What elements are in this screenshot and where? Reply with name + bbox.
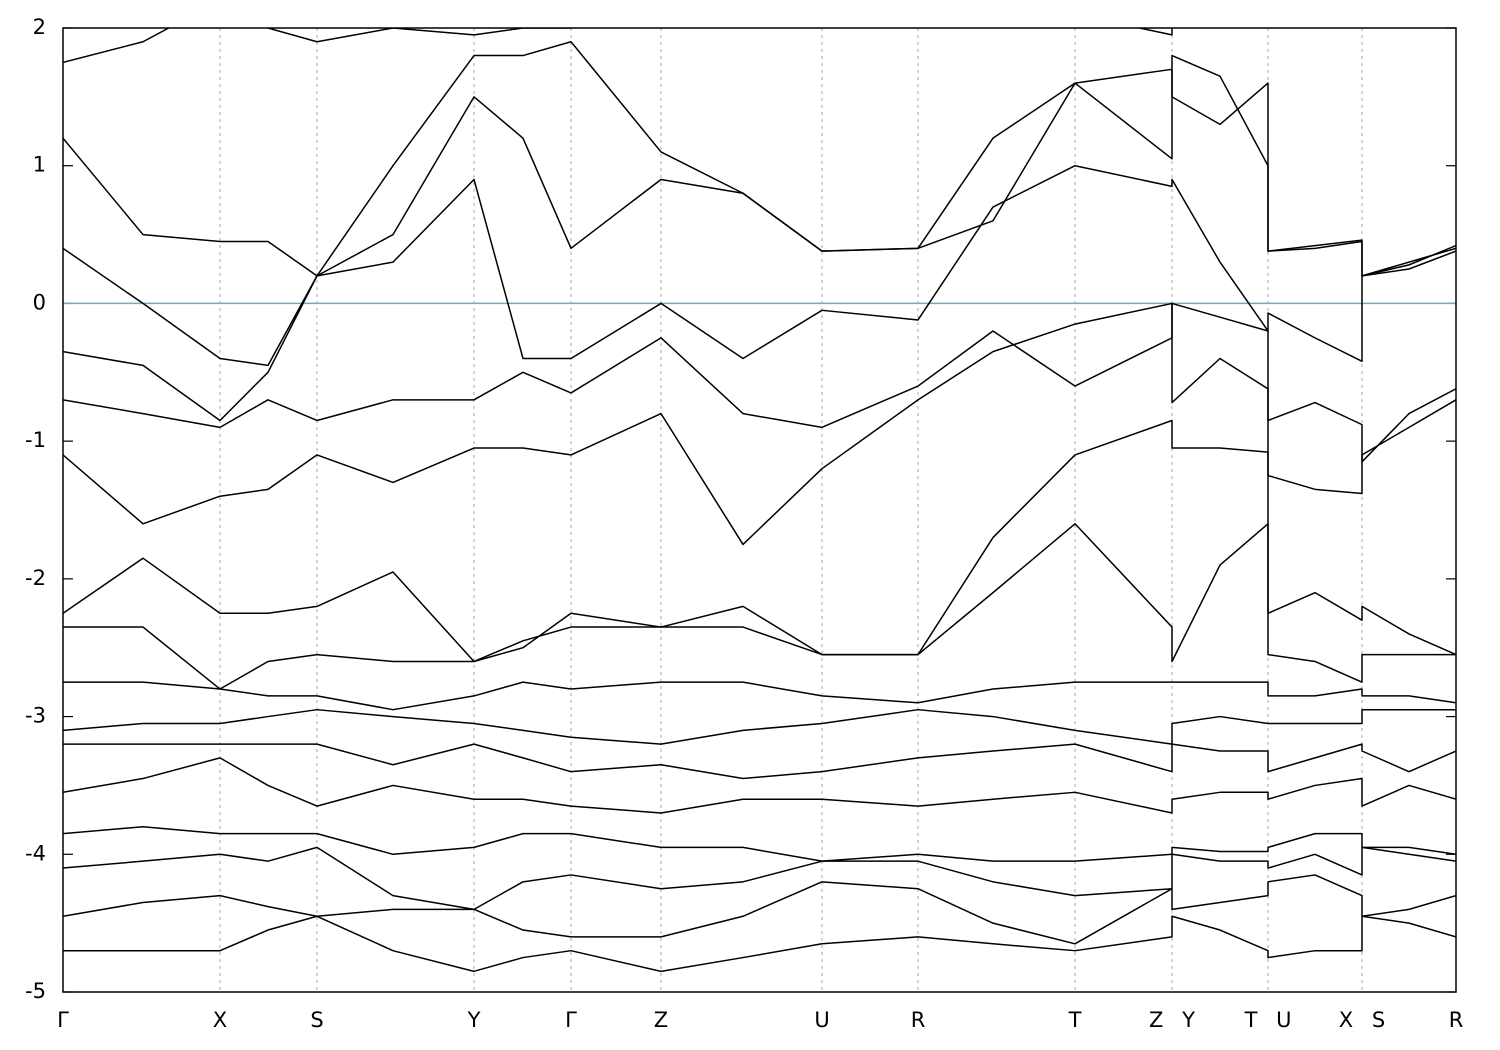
x-tick-label: S xyxy=(310,1008,323,1032)
y-tick-label: 1 xyxy=(33,153,46,177)
x-tick-label: Y xyxy=(467,1008,481,1032)
band xyxy=(63,825,1456,862)
band xyxy=(63,915,1456,973)
x-tick-label: R xyxy=(1449,1008,1464,1032)
x-tick-label: R xyxy=(911,1008,926,1032)
y-tick-label: -1 xyxy=(25,428,46,452)
x-tick-label: X xyxy=(213,1008,227,1032)
band xyxy=(63,164,1456,422)
band xyxy=(63,419,1456,683)
y-tick-label: 2 xyxy=(33,15,46,39)
x-tick-label: Γ xyxy=(565,1008,577,1032)
axis-labels: 2 1 0 -1 -2 -3 -4 -5 Γ X S Y Γ Z U R T Z Y T U X S R xyxy=(25,15,1463,1032)
band xyxy=(63,708,1456,745)
y-tick-label: 0 xyxy=(33,290,46,314)
x-tick-label: T xyxy=(1068,1008,1082,1032)
y-tick-label: -3 xyxy=(25,704,46,728)
band xyxy=(63,757,1456,814)
x-tick-label: X S xyxy=(1339,1008,1385,1032)
band xyxy=(63,302,1456,546)
x-tick-label: Z xyxy=(654,1008,668,1032)
band xyxy=(63,743,1456,780)
band xyxy=(63,681,1456,711)
band xyxy=(63,846,1456,911)
band xyxy=(63,523,1456,690)
y-tick-label: -4 xyxy=(25,841,46,865)
plot-area xyxy=(63,28,1456,973)
band xyxy=(63,28,1174,64)
y-tick-label: -2 xyxy=(25,566,46,590)
x-tick-label: Γ xyxy=(57,1008,69,1032)
grid xyxy=(62,27,1457,993)
band xyxy=(63,41,1456,277)
x-tick-label: T U xyxy=(1244,1008,1292,1032)
plot-frame xyxy=(62,27,1457,993)
x-tick-label: U xyxy=(814,1008,829,1032)
y-tick-label: -5 xyxy=(25,979,46,1003)
band xyxy=(63,874,1456,945)
x-tick-label: Z Y xyxy=(1149,1008,1195,1032)
band xyxy=(63,302,1456,463)
